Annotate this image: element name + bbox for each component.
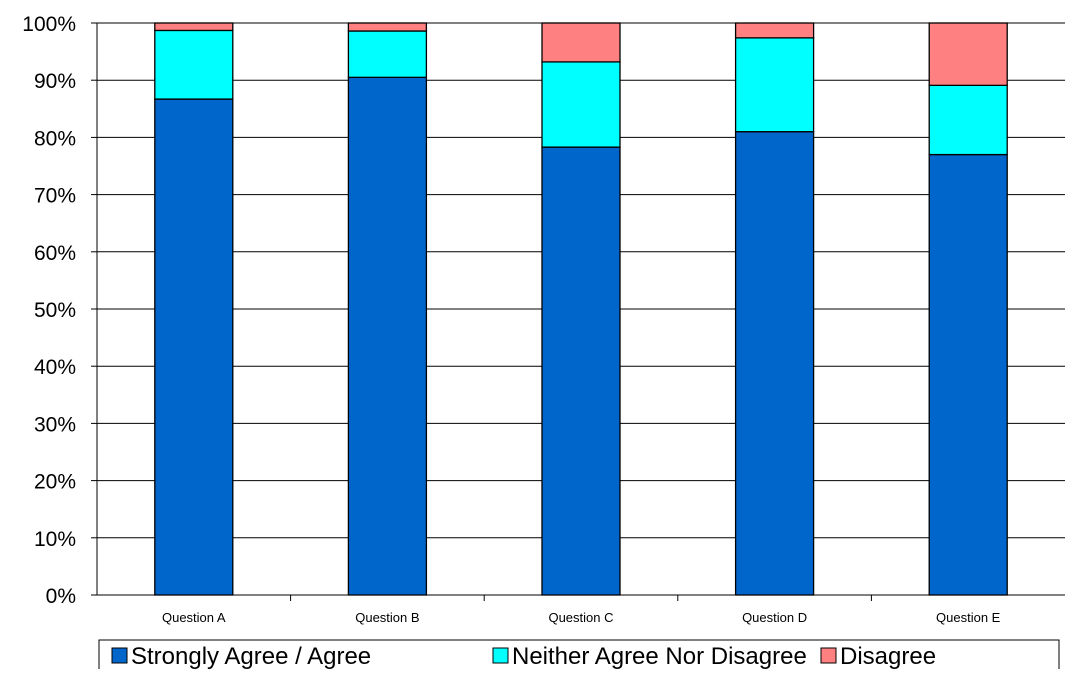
bar-question-b-neither-agree-nor-disagree	[347, 30, 428, 78]
legend-label: Strongly Agree / Agree	[131, 643, 371, 669]
legend-item-neither-agree-nor-disagree: Neither Agree Nor Disagree	[492, 643, 807, 670]
bar-question-c-neither-agree-nor-disagree	[541, 61, 621, 148]
y-tick-label: 90%	[34, 70, 76, 93]
y-tick-label: 0%	[46, 585, 76, 608]
bar-question-d-neither-agree-nor-disagree	[734, 37, 815, 133]
legend-swatch	[492, 647, 509, 664]
legend-swatch	[111, 647, 128, 664]
bar-question-d-strongly-agree-agree	[734, 131, 815, 596]
bar-question-b-disagree	[347, 22, 428, 32]
legend-box	[98, 639, 1060, 674]
y-tick-label: 70%	[34, 185, 76, 208]
bar-question-b-strongly-agree-agree	[347, 76, 428, 596]
x-tick-label: Question D	[742, 610, 807, 625]
y-tick-label: 40%	[34, 356, 76, 379]
y-tick-label: 100%	[22, 13, 76, 36]
y-tick-label: 50%	[34, 299, 76, 322]
bar-question-a-strongly-agree-agree	[154, 98, 234, 596]
axes	[91, 22, 1065, 601]
x-tick-label: Question E	[936, 610, 1001, 625]
legend: Strongly Agree / Agree Neither Agree Nor …	[98, 639, 1060, 674]
y-tick-label: 60%	[34, 242, 76, 265]
bar-question-e-disagree	[928, 22, 1008, 86]
bar-question-a-disagree	[154, 22, 234, 32]
x-tick-label: Question C	[548, 610, 613, 625]
bar-question-d-disagree	[734, 22, 815, 39]
bar-question-c-disagree	[541, 22, 621, 63]
legend-item-disagree: Disagree	[820, 643, 936, 670]
x-tick-label: Question B	[355, 610, 419, 625]
x-tick-labels: Question A Question B Question C Question D…	[162, 610, 1001, 625]
legend-label: Neither Agree Nor Disagree	[512, 643, 807, 669]
legend-item-strongly-agree-agree: Strongly Agree / Agree	[111, 643, 371, 670]
legend-swatch	[820, 647, 837, 664]
bar-question-a-neither-agree-nor-disagree	[154, 29, 234, 100]
y-tick-label: 80%	[34, 127, 76, 150]
bars	[154, 22, 1008, 596]
y-tick-label: 10%	[34, 528, 76, 551]
bar-question-e-strongly-agree-agree	[928, 153, 1008, 596]
y-tick-label: 30%	[34, 413, 76, 436]
bar-question-c-strongly-agree-agree	[541, 146, 621, 596]
legend-label: Disagree	[840, 643, 936, 669]
bar-question-e-neither-agree-nor-disagree	[928, 84, 1008, 156]
y-tick-label: 20%	[34, 471, 76, 494]
x-tick-label: Question A	[162, 610, 226, 625]
y-tick-labels: 0% 10% 20% 30% 40% 50% 60% 70% 80% 90% 100%	[22, 13, 76, 608]
